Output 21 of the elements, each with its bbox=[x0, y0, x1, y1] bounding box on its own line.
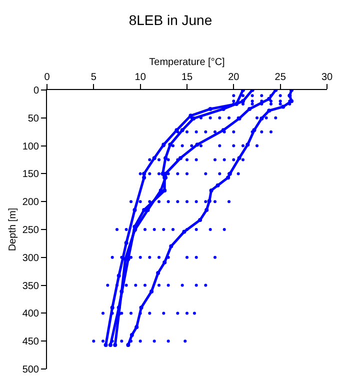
y-tick-label: 250 bbox=[22, 225, 40, 236]
y-tick-label: 200 bbox=[22, 197, 40, 208]
x-tick-label: 5 bbox=[90, 72, 97, 83]
x-tick-label: 30 bbox=[321, 72, 333, 83]
y-tick-label: 100 bbox=[22, 141, 40, 152]
x-tick-label: 20 bbox=[228, 72, 240, 83]
x-tick-label: 10 bbox=[134, 72, 146, 83]
x-tick-label: 0 bbox=[44, 72, 50, 83]
y-axis-title: Depth [m] bbox=[7, 208, 18, 252]
y-tick-label: 450 bbox=[22, 336, 40, 348]
y-tick-label: 150 bbox=[22, 169, 40, 180]
x-axis-title: Temperature [°C] bbox=[149, 57, 226, 68]
y-tick-label: 50 bbox=[28, 113, 40, 124]
x-tick-label: 25 bbox=[274, 72, 286, 83]
x-tick-label: 15 bbox=[181, 72, 193, 83]
y-tick-label: 350 bbox=[22, 280, 40, 292]
chart-title: 8LEB in June bbox=[128, 12, 212, 28]
y-tick-label: 300 bbox=[22, 252, 40, 264]
y-tick-label: 0 bbox=[33, 86, 40, 96]
y-tick-label: 500 bbox=[22, 364, 40, 376]
y-tick-label: 400 bbox=[22, 308, 40, 320]
